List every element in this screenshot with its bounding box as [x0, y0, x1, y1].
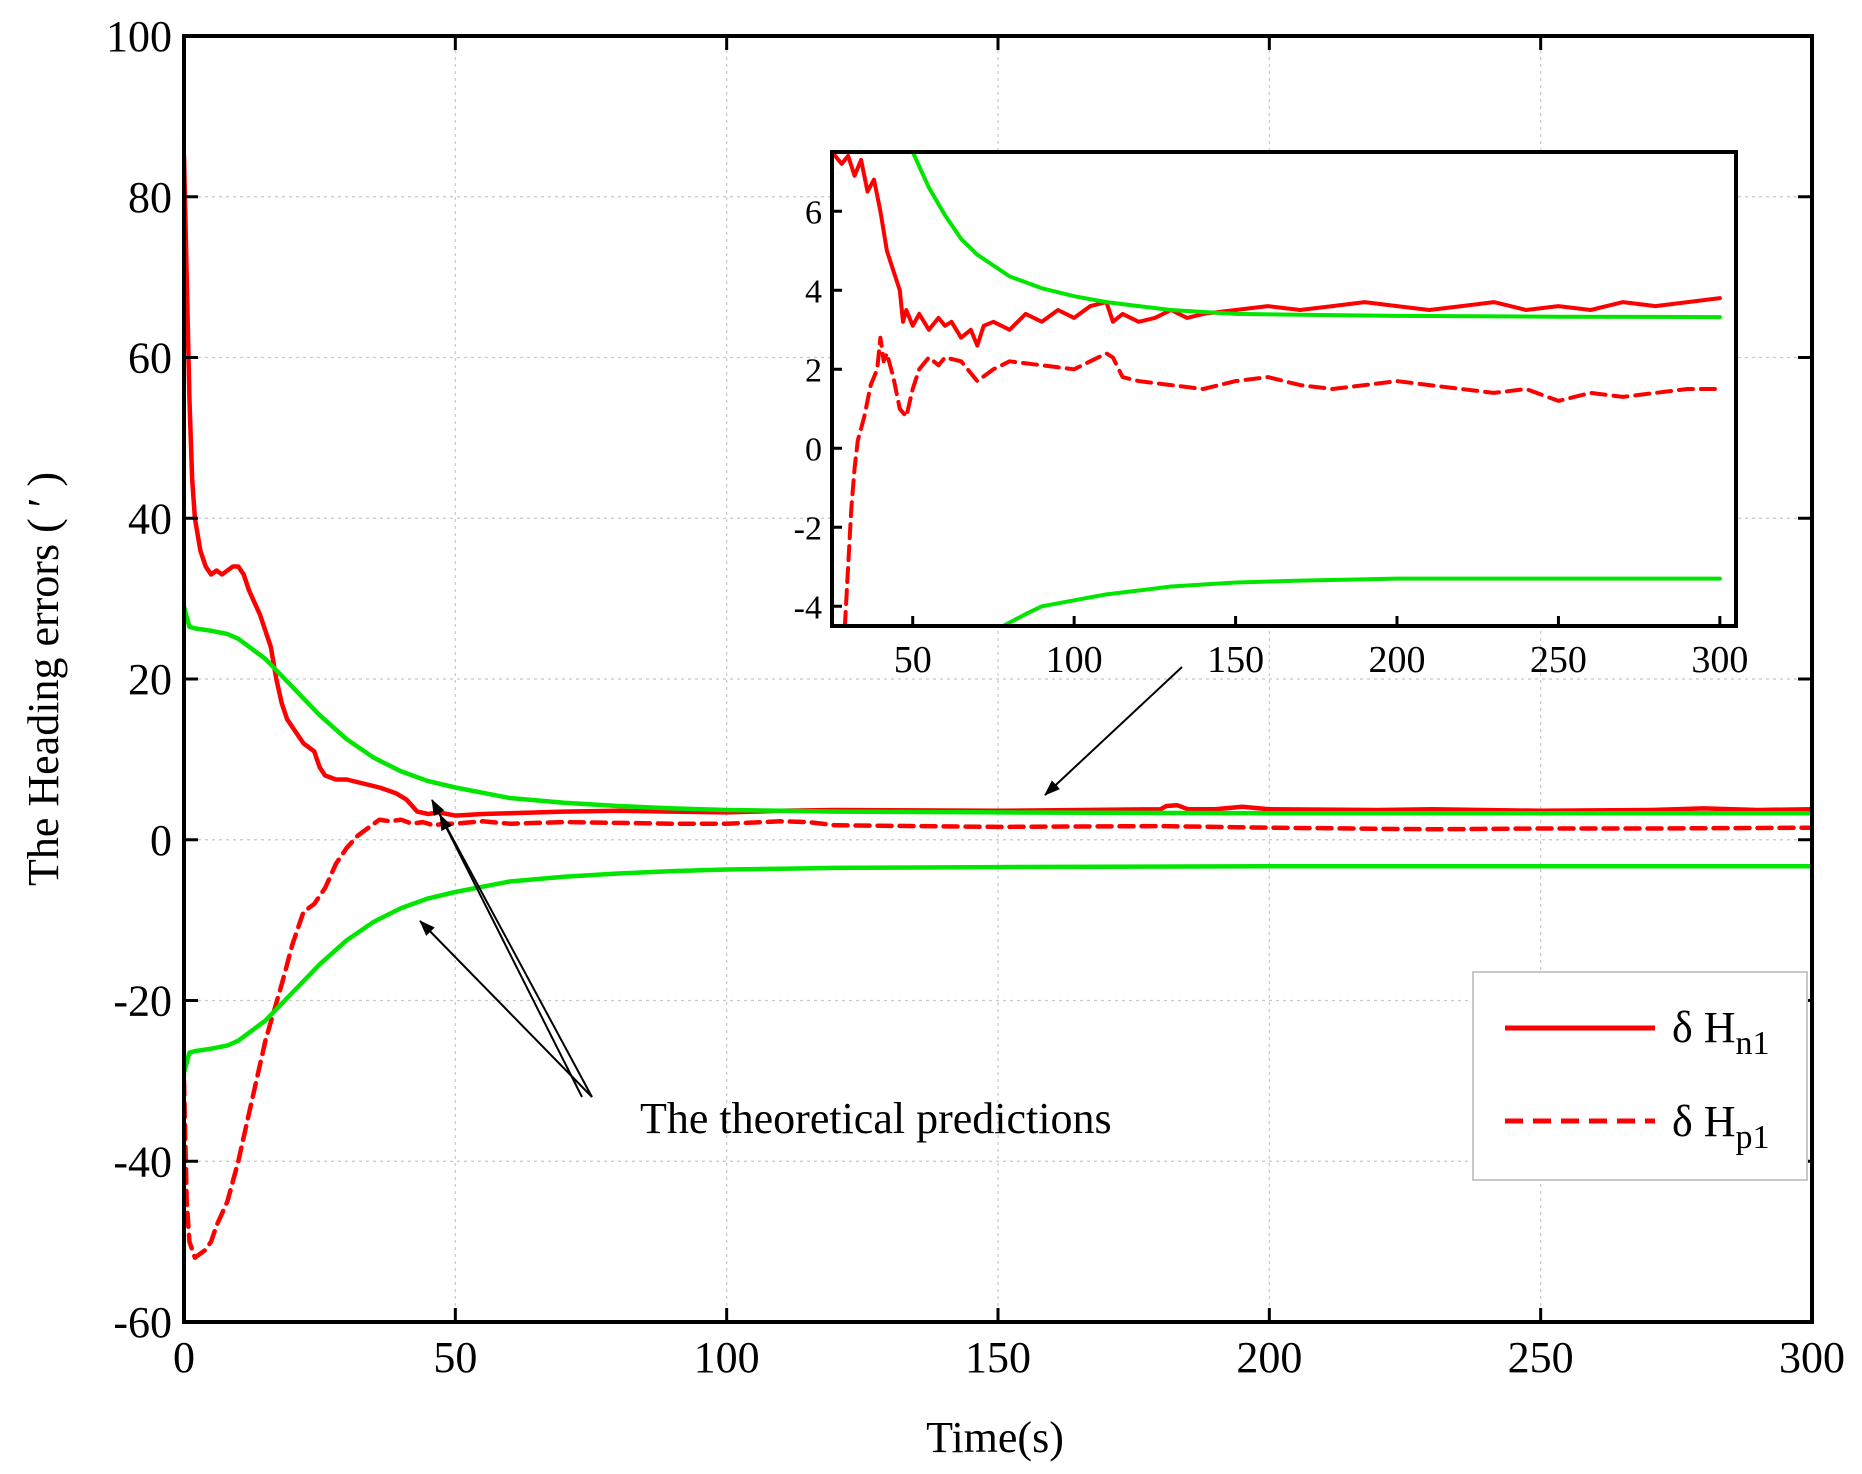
inset-x-tick-label: 300 — [1691, 639, 1748, 681]
main-series-hp1 — [184, 817, 1812, 1260]
inset-series-hp1-zoom — [842, 335, 1722, 626]
y-tick-label: -60 — [113, 1298, 172, 1347]
inset-y-tick-label: -4 — [794, 589, 822, 626]
y-tick-label: -20 — [113, 977, 172, 1026]
legend-subscript-hp1: p1 — [1736, 1119, 1770, 1156]
main-series-hn1 — [184, 154, 1812, 818]
inset-series-group — [832, 152, 1722, 626]
x-axis-label: Time(s) — [926, 1413, 1064, 1462]
inset-x-tick-label: 200 — [1369, 639, 1426, 681]
y-tick-label: 40 — [128, 494, 172, 543]
legend-box — [1472, 971, 1808, 1181]
legend: δ Hn1 δ Hp1 — [1472, 971, 1808, 1181]
inset-y-tick-label: 6 — [805, 194, 822, 231]
x-tick-label: 250 — [1508, 1333, 1574, 1382]
y-axis-label: The Heading errors ( ′ ) — [19, 472, 68, 886]
main-series-lower-theoretical-prediction — [184, 864, 1812, 1076]
inset-x-tick-label: 50 — [894, 639, 932, 681]
y-tick-label: 60 — [128, 334, 172, 383]
arrow-lower-prediction — [419, 920, 593, 1098]
inset-y-tick-label: 2 — [805, 352, 822, 389]
main-series-group — [184, 154, 1812, 1260]
inset-background — [832, 152, 1736, 626]
legend-subscript-hn1: n1 — [1736, 1025, 1770, 1062]
inset-y-tick-label: 4 — [805, 273, 822, 310]
x-tick-label: 300 — [1779, 1333, 1845, 1382]
inset-x-tick-label: 100 — [1046, 639, 1103, 681]
legend-symbol-hp1: δ H — [1672, 1097, 1736, 1146]
inset-series-upper-prediction-zoom — [910, 152, 1722, 320]
inset-x-tick-label: 250 — [1530, 639, 1587, 681]
y-tick-label: -40 — [113, 1137, 172, 1186]
inset-x-tick-label: 150 — [1207, 639, 1264, 681]
inset-y-tick-label: 0 — [805, 431, 822, 468]
arrow-upper-prediction-2 — [439, 814, 583, 1098]
inset-plot-frame — [830, 150, 1738, 628]
x-tick-label: 50 — [433, 1333, 477, 1382]
legend-label-hp1: δ Hp1 — [1672, 1097, 1770, 1156]
main-series-upper-theoretical-prediction — [184, 604, 1812, 816]
annotation-text: The theoretical predictions — [640, 1094, 1112, 1143]
x-tick-label: 200 — [1236, 1333, 1302, 1382]
inset-y-tick-label: -2 — [794, 510, 822, 547]
y-tick-label: 100 — [106, 12, 172, 61]
inset-series-lower-prediction-zoom — [1001, 576, 1722, 626]
legend-label-hn1: δ Hn1 — [1672, 1003, 1770, 1062]
inset-ticks: 50 100 150 200 250 300 -4 -2 0 2 4 6 — [794, 194, 1749, 681]
x-tick-label: 0 — [173, 1333, 195, 1382]
y-tick-label: 0 — [150, 816, 172, 865]
legend-symbol-hn1: δ H — [1672, 1003, 1736, 1052]
annotation-arrows — [419, 666, 1183, 1098]
x-tick-label: 100 — [694, 1333, 760, 1382]
arrow-upper-prediction-1 — [431, 799, 593, 1098]
y-tick-label: 80 — [128, 173, 172, 222]
x-tick-label: 150 — [965, 1333, 1031, 1382]
y-tick-label: 20 — [128, 655, 172, 704]
arrow-to-inset — [1044, 666, 1183, 796]
inset-series-hn1-zoom — [832, 152, 1722, 348]
